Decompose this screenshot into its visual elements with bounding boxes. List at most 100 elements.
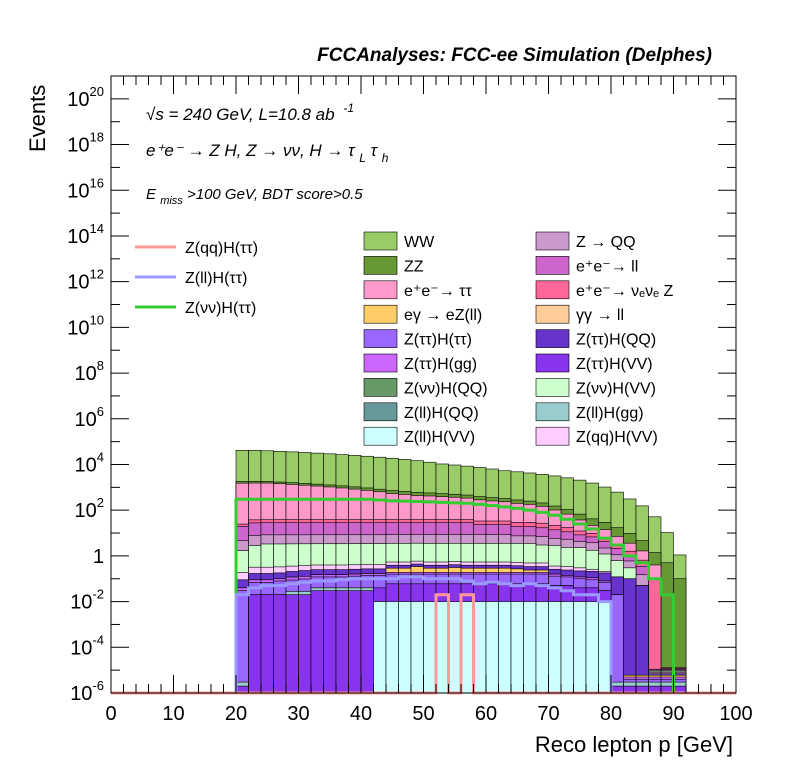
annotation-line3-prefix: E [146, 186, 157, 203]
x-tick-label: 10 [162, 703, 184, 725]
legend-box-swatch [535, 280, 570, 300]
stack-bin [423, 601, 437, 694]
legend-box-label: WW [404, 234, 435, 251]
annotation-line2: e⁺e⁻ → Z H, Z → νν, H → τ [146, 141, 356, 160]
y-tick-label: 1010 [67, 312, 104, 339]
legend-box-label: Z → QQ [576, 234, 636, 251]
stack-bin [560, 601, 574, 694]
stack-layer-z-ll-h-vv [373, 601, 612, 694]
legend-box-swatch [363, 304, 398, 324]
stack-bin [360, 590, 374, 694]
stack-bin [285, 594, 299, 694]
legend-line-label: Z(qq)H(ττ) [185, 240, 258, 257]
legend-box-label: Z(qq)H(VV) [576, 429, 658, 446]
annotation-line1-sup: -1 [343, 101, 354, 115]
stack-bin [498, 601, 512, 694]
y-tick-label: 108 [75, 358, 104, 385]
legend-box-swatch [535, 426, 570, 446]
legend-box-label: e⁺e⁻→ ττ [404, 283, 472, 300]
stack-bin [260, 594, 274, 694]
stack-bin [348, 590, 362, 694]
x-tick-label: 30 [287, 703, 309, 725]
legend-box-label: Z(ττ)H(VV) [576, 356, 653, 373]
overlay-line-z-h [111, 497, 736, 695]
legend-box-swatch [535, 353, 570, 373]
y-axis-label: Events [25, 85, 50, 152]
chart-title: FCCAnalyses: FCC-ee Simulation (Delphes) [317, 45, 712, 66]
stacked-histograms [235, 449, 687, 694]
y-tick-label: 10-2 [70, 587, 104, 614]
x-tick-label: 100 [719, 703, 752, 725]
stack-bin [573, 601, 587, 694]
svg-text:√s = 240 GeV, L=10.8 ab: √s = 240 GeV, L=10.8 ab -1 [146, 101, 354, 124]
legend-box-label: Z(ll)H(VV) [404, 429, 475, 446]
stack-bin [610, 594, 624, 694]
legend-box-label: Z(ll)H(gg) [576, 405, 644, 422]
legend-box-swatch [535, 329, 570, 348]
stack-bin [460, 601, 474, 694]
legend-box-swatch [535, 231, 570, 251]
stack-bin [248, 594, 262, 694]
x-tick-label: 70 [537, 703, 559, 725]
stack-bin [510, 601, 524, 694]
y-tick-label: 1014 [67, 221, 104, 248]
x-axis-label: Reco lepton p [GeV] [535, 732, 733, 757]
y-tick-label: 1018 [67, 130, 104, 157]
x-tick-label: 50 [412, 703, 434, 725]
y-tick-label: 106 [75, 404, 104, 431]
x-tick-label: 40 [350, 703, 372, 725]
legend-line-label: Z(νν)H(ττ) [185, 300, 256, 317]
legend-box-swatch [363, 353, 398, 373]
legend-line-label: Z(ll)H(ττ) [185, 270, 247, 287]
legend-box-label: Z(νν)H(VV) [576, 380, 656, 397]
legend-box-swatch [363, 402, 398, 422]
legend-box-label: e⁺e⁻→ νₑνₑ Z [576, 283, 673, 300]
stack-bin [410, 601, 424, 694]
y-tick-label: 1012 [67, 267, 104, 294]
legend-box-label: eγ → eZ(ll) [404, 307, 482, 324]
legend-box-swatch [363, 280, 398, 300]
legend: Z(qq)H(ττ) Z(ll)H(ττ) Z(νν)H(ττ) WW ZZ e⁺e⁻→ … [135, 231, 673, 446]
stack-bin [585, 601, 599, 694]
overlay-line-z-ll-h [111, 575, 736, 695]
legend-box-swatch [363, 231, 398, 251]
stack-bin [535, 601, 549, 694]
svg-text:E miss >100 GeV, B: E miss >100 GeV, BDT score>0.5 [146, 186, 363, 208]
stack-bin [323, 590, 337, 694]
legend-box-swatch [363, 378, 398, 397]
legend-box-label: Z(νν)H(QQ) [404, 380, 488, 397]
stack-bin [385, 601, 399, 694]
legend-box-label: e⁺e⁻→ ll [576, 258, 638, 275]
annotation-line2-sub2: h [382, 151, 389, 165]
x-tick-label: 60 [475, 703, 497, 725]
legend-box-swatch [363, 256, 398, 275]
stack-bin [473, 601, 487, 694]
y-tick-label: 102 [75, 495, 104, 522]
y-tick-label: 10-4 [70, 632, 104, 659]
legend-box-swatch [535, 256, 570, 275]
legend-box-label: Z(ττ)H(gg) [404, 356, 477, 373]
stack-bin [548, 601, 562, 694]
y-tick-label: 1 [93, 546, 104, 568]
y-tick-label: 1020 [67, 84, 104, 111]
y-tick-label: 104 [75, 449, 104, 476]
x-tick-label: 20 [225, 703, 247, 725]
legend-box-swatch [535, 304, 570, 324]
annotation-line3-rest: >100 GeV, BDT score>0.5 [187, 186, 363, 203]
axes: 0 10 20 30 40 50 60 70 80 90 100102010181016101410… [67, 75, 753, 725]
stack-bin [435, 601, 449, 694]
legend-box-swatch [363, 329, 398, 348]
stack-bin [598, 601, 612, 694]
y-tick-label: 10-6 [70, 678, 104, 705]
legend-box-swatch [363, 426, 398, 446]
stack-bin [273, 594, 287, 694]
annotation-line1: √s = 240 GeV, L=10.8 ab [146, 105, 335, 124]
legend-box-swatch [535, 378, 570, 397]
stack-bin [310, 590, 324, 694]
annotation-text: √s = 240 GeV, L=10.8 ab -1 e⁺e⁻ → Z H, Z… [146, 101, 389, 208]
stack-bin [398, 601, 412, 694]
stack-bin [485, 601, 499, 694]
stack-bin [235, 590, 249, 694]
x-tick-label: 0 [105, 703, 116, 725]
